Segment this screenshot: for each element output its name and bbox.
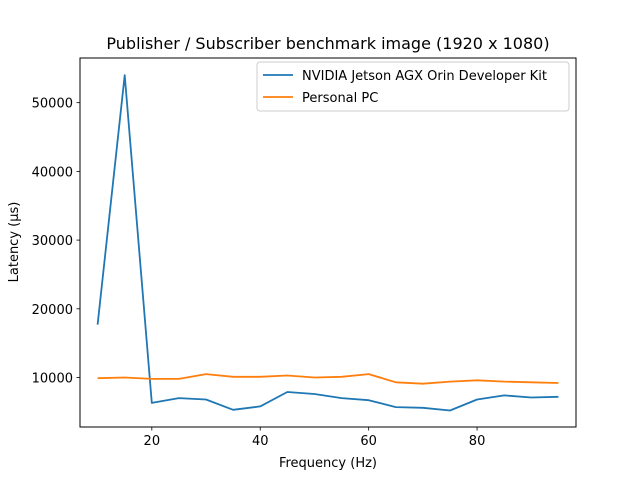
y-tick-label: 20000	[32, 303, 73, 318]
x-tick-label: 40	[252, 434, 269, 449]
legend-box	[256, 61, 570, 112]
y-tick-label: 40000	[32, 165, 73, 180]
series-line-jetson	[96, 74, 559, 412]
y-tick-label: 30000	[32, 234, 73, 249]
x-tick-label: 80	[469, 434, 486, 449]
series-line-personal-pc	[97, 373, 559, 385]
chart-title: Publisher / Subscriber benchmark image (…	[106, 34, 549, 53]
series-layer	[96, 74, 559, 412]
x-axis-label: Frequency (Hz)	[279, 456, 377, 471]
plot-area	[79, 57, 577, 428]
x-tick-label: 20	[144, 434, 161, 449]
legend: NVIDIA Jetson AGX Orin Developer Kit Per…	[256, 61, 570, 112]
tick-layer: 20 40 60 80 10000 20000 30000 40000 50000	[32, 97, 486, 449]
legend-label-jetson: NVIDIA Jetson AGX Orin Developer Kit	[302, 69, 547, 84]
legend-label-personal-pc: Personal PC	[302, 91, 378, 106]
x-tick-label: 60	[360, 434, 377, 449]
y-axis-label: Latency (µs)	[7, 202, 22, 283]
y-tick-label: 10000	[32, 372, 73, 387]
y-tick-label: 50000	[32, 97, 73, 112]
